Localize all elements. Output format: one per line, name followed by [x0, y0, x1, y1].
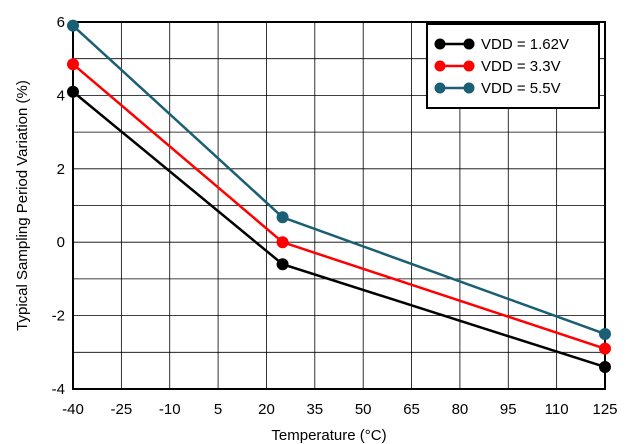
data-point	[67, 85, 79, 98]
series-3	[67, 19, 611, 340]
y-tick-label: 6	[57, 14, 65, 31]
x-tick-label: 65	[403, 401, 420, 418]
legend-marker	[434, 60, 446, 72]
x-tick-label: -25	[111, 401, 133, 418]
x-tick-label: 80	[452, 401, 469, 418]
legend-label: VDD = 1.62V	[481, 36, 569, 53]
x-tick-label: -10	[159, 401, 181, 418]
x-tick-label: 35	[306, 401, 323, 418]
x-tick-label: 125	[592, 401, 617, 418]
legend-marker	[463, 60, 475, 72]
plot-frame	[72, 21, 606, 390]
x-tick-label: 110	[545, 401, 569, 418]
legend-marker	[463, 38, 475, 50]
data-point	[276, 236, 289, 249]
data-point	[67, 58, 79, 71]
legend-item: VDD = 5.5V	[434, 80, 561, 97]
data-point	[599, 342, 611, 355]
y-tick-label: 2	[57, 161, 65, 178]
x-tick-label: 20	[258, 401, 275, 418]
series-1	[67, 85, 611, 373]
data-point	[67, 19, 79, 32]
series-2	[67, 58, 611, 355]
data-point	[599, 327, 611, 340]
y-tick-label: 0	[57, 234, 65, 251]
y-axis-title: Typical Sampling Period Variation (%)	[14, 80, 31, 331]
legend-label: VDD = 3.3V	[481, 58, 561, 75]
x-tick-label: 95	[500, 401, 517, 418]
legend: VDD = 1.62V VDD = 3.3V VDD = 5.5V	[426, 23, 600, 109]
x-tick-label: 5	[214, 401, 222, 418]
y-tick-label: -4	[52, 381, 65, 398]
x-tick-label: 50	[355, 401, 372, 418]
y-tick-label: -2	[52, 308, 65, 325]
x-axis-title: Temperature (°C)	[271, 427, 386, 444]
data-point	[276, 258, 289, 271]
x-tick-label: -40	[62, 401, 84, 418]
data-point	[276, 211, 289, 224]
legend-item: VDD = 3.3V	[434, 58, 561, 75]
legend-marker	[463, 82, 475, 94]
legend-label: VDD = 5.5V	[481, 80, 561, 97]
legend-marker	[434, 38, 446, 50]
legend-marker	[434, 82, 446, 94]
data-point	[599, 360, 611, 373]
y-tick-label: 4	[57, 87, 65, 104]
legend-item: VDD = 1.62V	[434, 36, 569, 53]
